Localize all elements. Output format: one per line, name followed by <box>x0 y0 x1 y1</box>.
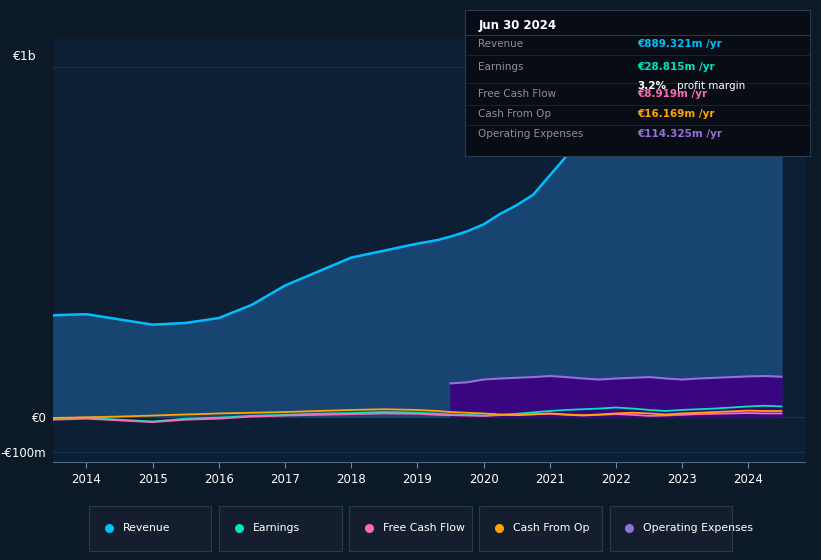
FancyBboxPatch shape <box>609 506 732 551</box>
Text: Operating Expenses: Operating Expenses <box>643 523 753 533</box>
Text: Cash From Op: Cash From Op <box>479 109 552 119</box>
Text: €1b: €1b <box>12 50 35 63</box>
Text: Earnings: Earnings <box>479 62 524 72</box>
Text: Cash From Op: Cash From Op <box>512 523 589 533</box>
FancyBboxPatch shape <box>479 506 602 551</box>
FancyBboxPatch shape <box>219 506 342 551</box>
Text: 3.2%: 3.2% <box>637 81 666 91</box>
Text: €889.321m /yr: €889.321m /yr <box>637 39 722 49</box>
Text: Revenue: Revenue <box>122 523 170 533</box>
FancyBboxPatch shape <box>89 506 212 551</box>
Text: €28.815m /yr: €28.815m /yr <box>637 62 715 72</box>
Text: €114.325m /yr: €114.325m /yr <box>637 129 722 139</box>
FancyBboxPatch shape <box>350 506 471 551</box>
Text: Earnings: Earnings <box>253 523 300 533</box>
Text: €8.919m /yr: €8.919m /yr <box>637 88 707 99</box>
Text: profit margin: profit margin <box>677 81 745 91</box>
Text: Jun 30 2024: Jun 30 2024 <box>479 19 557 32</box>
Text: €16.169m /yr: €16.169m /yr <box>637 109 714 119</box>
Text: Free Cash Flow: Free Cash Flow <box>479 88 557 99</box>
Text: Free Cash Flow: Free Cash Flow <box>383 523 465 533</box>
Text: Operating Expenses: Operating Expenses <box>479 129 584 139</box>
Text: Revenue: Revenue <box>479 39 524 49</box>
